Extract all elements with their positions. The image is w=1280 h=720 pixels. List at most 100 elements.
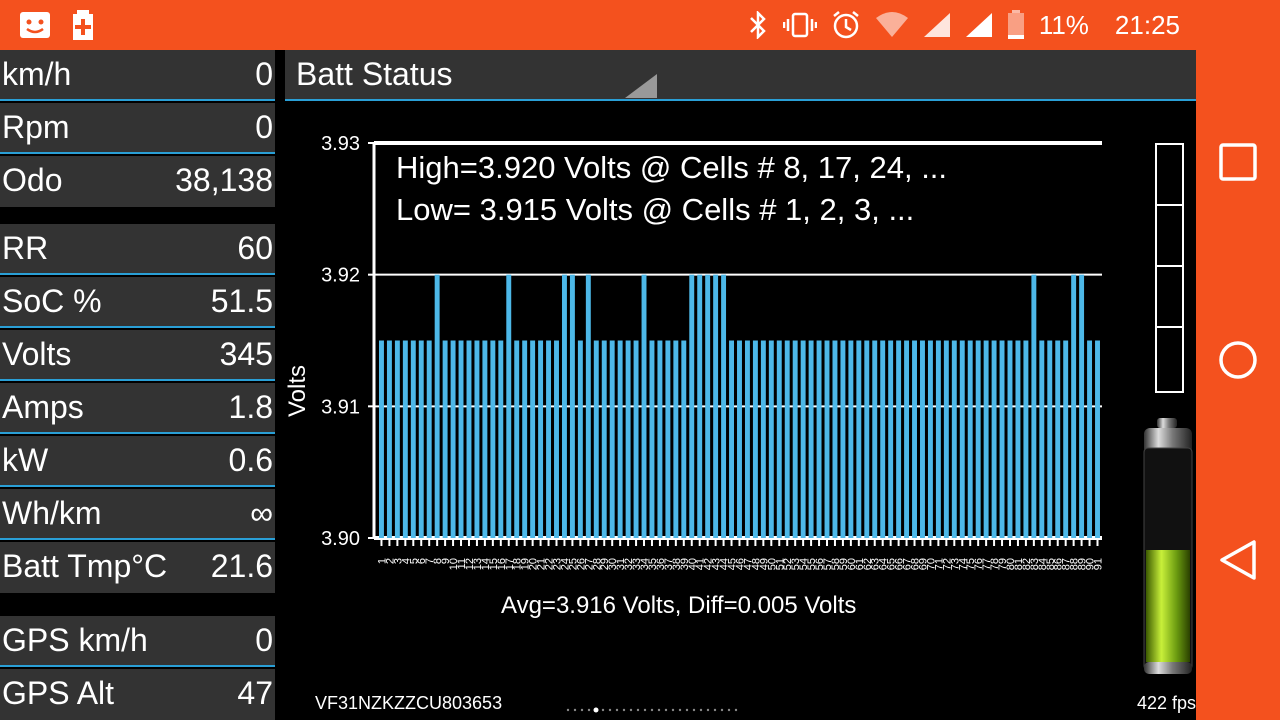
home-icon[interactable] bbox=[1214, 336, 1262, 384]
wifi-icon bbox=[875, 12, 908, 37]
y-tick-label: 3.93 bbox=[321, 133, 360, 155]
page-dot[interactable] bbox=[643, 708, 647, 712]
x-tick-label: 5 bbox=[408, 558, 420, 564]
x-tick-label: 43 bbox=[711, 558, 723, 570]
metric-row-gps-speed[interactable]: GPS km/h 0 bbox=[0, 616, 275, 667]
x-tick-label: 77 bbox=[981, 558, 993, 570]
page-title: Batt Status bbox=[296, 56, 453, 92]
page-dot[interactable] bbox=[593, 707, 599, 713]
page-dot[interactable] bbox=[615, 708, 619, 712]
cell-bar bbox=[498, 340, 504, 538]
page-dot[interactable] bbox=[629, 708, 633, 712]
x-tick-label: 44 bbox=[719, 558, 731, 570]
x-tick-label: 52 bbox=[782, 558, 794, 570]
metric-row-wh-km[interactable]: Wh/km ∞ bbox=[0, 489, 275, 540]
gauge-segment bbox=[1157, 206, 1182, 267]
page-dot[interactable] bbox=[734, 708, 738, 712]
page-dot[interactable] bbox=[713, 708, 717, 712]
cell-bar bbox=[490, 340, 496, 538]
page-dot[interactable] bbox=[608, 708, 612, 712]
cell-bar bbox=[689, 274, 695, 538]
metric-row-soc[interactable]: SoC % 51.5 bbox=[0, 277, 275, 328]
page-dot[interactable] bbox=[566, 708, 570, 712]
cell-bar bbox=[442, 340, 448, 538]
cell-bar bbox=[967, 340, 973, 538]
x-tick-label: 82 bbox=[1021, 558, 1033, 570]
page-dot[interactable] bbox=[580, 708, 584, 712]
back-icon[interactable] bbox=[1214, 536, 1262, 584]
x-tick-label: 81 bbox=[1013, 558, 1025, 570]
x-tick-label: 21 bbox=[536, 558, 548, 570]
metric-label: RR bbox=[2, 230, 49, 266]
x-tick-label: 85 bbox=[1045, 558, 1057, 570]
summary-text: Avg=3.916 Volts, Diff=0.005 Volts bbox=[501, 592, 857, 619]
metric-row-rpm[interactable]: Rpm 0 bbox=[0, 103, 275, 154]
x-tick-label: 10 bbox=[448, 558, 460, 570]
cell-bar bbox=[554, 340, 559, 538]
metric-label: Rpm bbox=[2, 109, 70, 145]
x-tick-label: 72 bbox=[941, 558, 953, 570]
cell-bar bbox=[474, 340, 480, 538]
cell-bar bbox=[410, 340, 416, 538]
page-dot[interactable] bbox=[671, 708, 675, 712]
x-tick-label: 22 bbox=[544, 558, 556, 570]
metric-row-amps[interactable]: Amps 1.8 bbox=[0, 383, 275, 434]
page-dot[interactable] bbox=[678, 708, 682, 712]
x-tick-label: 67 bbox=[902, 558, 914, 570]
x-tick-label: 35 bbox=[647, 558, 659, 570]
page-dot[interactable] bbox=[720, 708, 724, 712]
x-tick-label: 83 bbox=[1029, 558, 1041, 570]
metric-value: 38,138 bbox=[175, 162, 273, 198]
metric-row-speed[interactable]: km/h 0 bbox=[0, 50, 275, 101]
page-dot[interactable] bbox=[573, 708, 577, 712]
cell-bar bbox=[920, 340, 925, 538]
metric-row-rr[interactable]: RR 60 bbox=[0, 224, 275, 275]
x-tick-label: 64 bbox=[878, 558, 890, 570]
x-tick-label: 62 bbox=[862, 558, 874, 570]
page-dot[interactable] bbox=[650, 708, 654, 712]
page-dot[interactable] bbox=[601, 708, 605, 712]
x-tick-label: 47 bbox=[742, 558, 754, 570]
x-tick-label: 50 bbox=[766, 558, 778, 570]
page-indicator[interactable] bbox=[565, 706, 740, 714]
x-tick-label: 12 bbox=[464, 558, 476, 570]
alarm-icon bbox=[833, 11, 859, 39]
metric-value: 1.8 bbox=[228, 389, 273, 425]
x-tick-label: 8 bbox=[432, 558, 444, 564]
high-cells-text: High=3.920 Volts @ Cells # 8, 17, 24, ..… bbox=[396, 150, 948, 185]
page-dot[interactable] bbox=[706, 708, 710, 712]
cell-bar bbox=[593, 340, 599, 538]
gauge-segment bbox=[1157, 145, 1182, 206]
cell-bar bbox=[1079, 274, 1085, 538]
cell-bar bbox=[744, 340, 750, 538]
cell-bar bbox=[824, 340, 830, 538]
x-tick-label: 87 bbox=[1061, 558, 1073, 570]
page-dot[interactable] bbox=[699, 708, 703, 712]
page-dot[interactable] bbox=[657, 708, 661, 712]
metric-row-gps-alt[interactable]: GPS Alt 47 bbox=[0, 669, 275, 720]
recent-apps-icon[interactable] bbox=[1214, 138, 1262, 186]
cell-bar bbox=[458, 340, 464, 538]
x-tick-label: 4 bbox=[400, 558, 412, 564]
cell-bar bbox=[1015, 340, 1021, 538]
page-dot[interactable] bbox=[587, 708, 591, 712]
screen-selector[interactable]: Batt Status bbox=[285, 50, 1196, 101]
metric-label: GPS km/h bbox=[2, 622, 148, 658]
metric-value: 0 bbox=[255, 109, 273, 145]
metric-row-odo[interactable]: Odo 38,138 bbox=[0, 156, 275, 207]
cell-bar bbox=[737, 340, 742, 538]
cell-bar bbox=[450, 340, 456, 538]
page-dot[interactable] bbox=[685, 708, 689, 712]
dropdown-icon[interactable] bbox=[625, 74, 657, 98]
page-dot[interactable] bbox=[692, 708, 696, 712]
metric-row-batt-temp[interactable]: Batt Tmp°C 21.6 bbox=[0, 542, 275, 593]
page-dot[interactable] bbox=[636, 708, 640, 712]
page-dot[interactable] bbox=[727, 708, 731, 712]
cell-bar bbox=[872, 340, 878, 538]
metric-row-kw[interactable]: kW 0.6 bbox=[0, 436, 275, 487]
metric-value: 21.6 bbox=[210, 548, 273, 584]
x-tick-label: 69 bbox=[917, 558, 929, 570]
metric-row-volts[interactable]: Volts 345 bbox=[0, 330, 275, 381]
page-dot[interactable] bbox=[664, 708, 668, 712]
page-dot[interactable] bbox=[622, 708, 626, 712]
